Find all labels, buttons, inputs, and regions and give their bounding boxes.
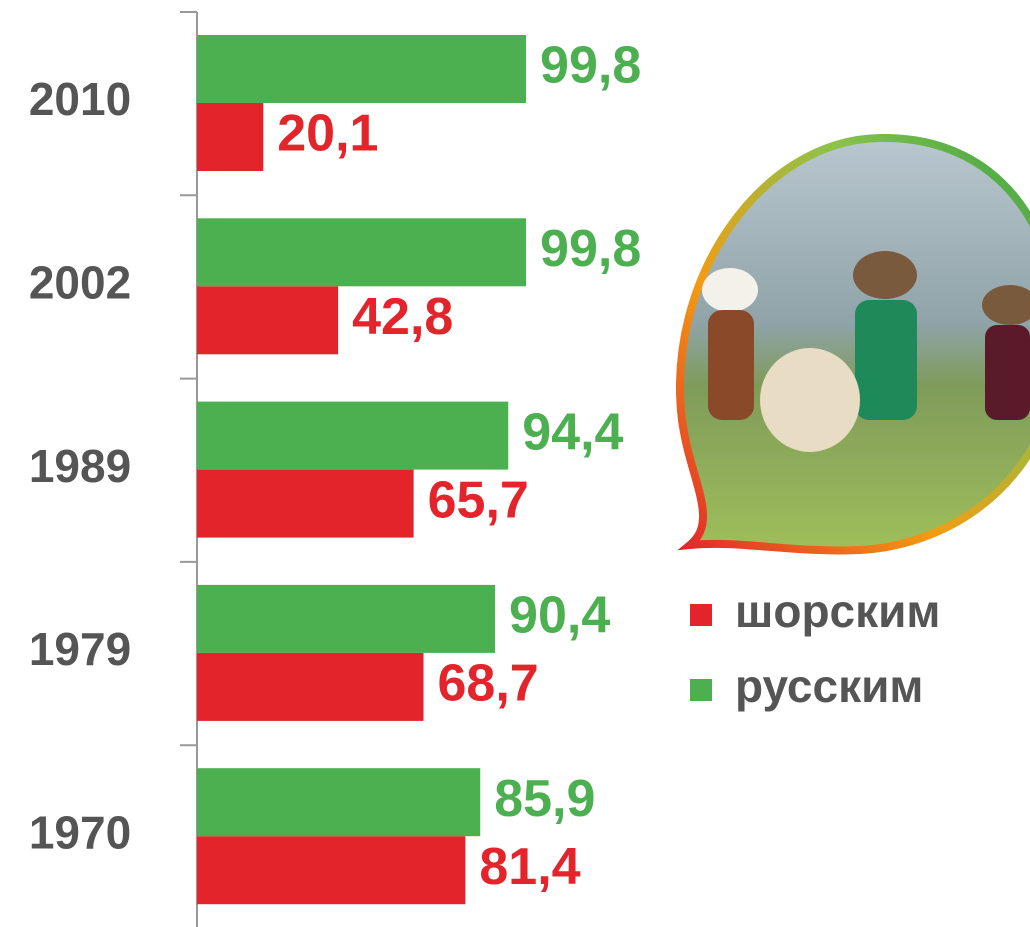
category-label: 1979 xyxy=(29,623,131,675)
bar xyxy=(197,103,263,171)
bar xyxy=(197,585,495,653)
value-label: 20,1 xyxy=(277,105,378,163)
value-label: 65,7 xyxy=(428,471,529,529)
legend-swatch xyxy=(690,679,712,701)
value-label: 42,8 xyxy=(352,288,453,346)
category-label: 2010 xyxy=(29,73,131,125)
value-label: 99,8 xyxy=(540,220,641,278)
value-label: 68,7 xyxy=(438,655,539,713)
legend-label: русским xyxy=(735,660,923,712)
value-label: 81,4 xyxy=(479,838,580,896)
legend-label: шорским xyxy=(735,585,940,637)
value-label: 99,8 xyxy=(540,37,641,95)
value-label: 90,4 xyxy=(509,587,610,645)
category-label: 2002 xyxy=(29,256,131,308)
bar xyxy=(197,836,465,904)
chart: 2010 20,1 99,8 2002 42,8 99,8 1989 65,7 94,4 1979… xyxy=(0,0,1030,927)
bar xyxy=(197,653,424,721)
value-label: 85,9 xyxy=(494,770,595,828)
bar xyxy=(197,286,338,354)
bar xyxy=(197,35,526,103)
photo-bubble xyxy=(680,138,1030,550)
bar xyxy=(197,768,480,836)
bar xyxy=(197,470,414,538)
category-label: 1989 xyxy=(29,440,131,492)
legend-swatch xyxy=(690,604,712,626)
bar xyxy=(197,218,526,286)
category-label: 1970 xyxy=(29,806,131,858)
value-label: 94,4 xyxy=(522,403,623,461)
bar xyxy=(197,402,508,470)
